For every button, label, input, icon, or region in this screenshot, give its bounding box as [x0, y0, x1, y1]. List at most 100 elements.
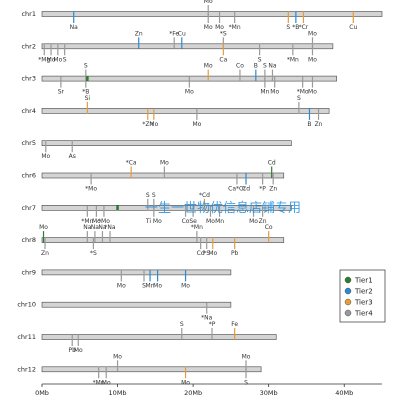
marker-tier4: Mo — [53, 43, 63, 63]
marker-tier4: *Mn — [93, 366, 105, 386]
marker-label: Mo — [192, 121, 201, 128]
marker-tier4: Mo — [206, 205, 215, 225]
chromosome-bar — [41, 301, 232, 308]
marker-tier4: S — [244, 366, 248, 386]
marker-label: Na — [83, 224, 91, 231]
marker-label: Mo — [160, 160, 169, 167]
marker-label: Cu — [178, 30, 186, 37]
marker-tier4: Mo — [160, 160, 169, 178]
marker-label: Mo — [153, 282, 162, 289]
x-axis-tick-label: 20Mb — [184, 389, 202, 397]
marker-tier4: Se — [189, 205, 197, 225]
marker-tier3: Mo — [181, 366, 190, 386]
marker-label: *Mn — [93, 379, 105, 386]
chromosome-label: chr12 — [17, 365, 36, 373]
marker-label: Mn — [215, 218, 224, 225]
marker-label: Co — [182, 218, 190, 225]
marker-tier4: S — [180, 321, 184, 340]
marker-label: Na — [98, 224, 106, 231]
marker-tier3: Fe — [231, 321, 238, 340]
marker-label: S — [297, 95, 301, 102]
marker-label: *Na — [201, 315, 212, 322]
marker-label: *Cr — [299, 24, 309, 31]
marker-label: Cd — [268, 160, 276, 167]
marker-label: Mo — [308, 89, 317, 96]
marker-band — [86, 76, 89, 82]
marker-tier4: *P — [259, 173, 266, 193]
marker-label: Cu — [349, 24, 357, 31]
marker-tier4: Mo — [204, 11, 213, 31]
x-axis: 0Mb 10Mb 20Mb 30Mb 40Mb — [35, 383, 382, 397]
marker-tier4: Na — [83, 224, 92, 243]
chromosome-bar — [41, 237, 285, 243]
marker-tier3: Co — [265, 224, 273, 243]
marker-label: Mo — [181, 282, 190, 289]
marker-label: Zn — [259, 218, 267, 225]
marker-tier2: Cd — [242, 173, 250, 193]
marker-label: *Mn — [191, 224, 203, 231]
marker-label: Mn — [260, 89, 269, 96]
marker-tier3: S — [286, 11, 290, 31]
marker-tier1 — [116, 205, 119, 211]
marker-tier4: Mo — [249, 205, 258, 225]
marker-tier2: Mo — [181, 269, 190, 289]
marker-tier3: Mo — [149, 108, 159, 128]
marker-label: S — [84, 63, 88, 70]
marker-label: S — [244, 379, 248, 386]
marker-tier3: *Ca — [126, 160, 137, 178]
marker-label: Pb — [69, 347, 77, 354]
marker-tier4: Zn — [259, 205, 267, 225]
marker-tier4: *S — [90, 237, 97, 257]
marker-tier4: Mo — [308, 43, 317, 63]
marker-label: Mo — [204, 24, 213, 31]
marker-label: Sr — [58, 89, 65, 96]
x-axis-tick-label: 30Mb — [260, 389, 278, 397]
marker-label: Mo — [181, 379, 190, 386]
marker-tier2: Na — [70, 11, 78, 31]
marker-label: S — [258, 56, 262, 63]
marker-label: Mo — [47, 56, 56, 63]
marker-tier3: Cu — [349, 11, 357, 31]
marker-label: Pb — [231, 250, 239, 257]
marker-tier4: Mo — [192, 108, 202, 128]
marker-label: *Ca — [126, 160, 137, 167]
marker-label: Mo — [113, 353, 122, 360]
marker-label: Mo — [204, 0, 213, 5]
marker-label: *B — [82, 89, 89, 96]
marker-label: Mo — [208, 250, 217, 257]
chromosome-bar — [41, 334, 277, 340]
chromosome-chr10: chr10 *Na — [17, 301, 232, 322]
legend-swatch — [344, 309, 352, 317]
marker-tier4: *Mn — [229, 11, 241, 31]
chromosome-bar — [41, 366, 262, 373]
marker-band — [116, 205, 119, 211]
marker-label: S — [152, 192, 156, 199]
marker-label: Mo — [215, 24, 224, 31]
marker-label: *Mo — [98, 218, 110, 225]
marker-label: *Mg — [38, 56, 50, 63]
chromosome-bar — [41, 172, 285, 179]
x-axis-tick-label: 0Mb — [35, 389, 49, 397]
legend-label: Tier2 — [354, 288, 373, 296]
chromosome-bar — [41, 205, 292, 211]
marker-label: Mo — [308, 56, 317, 63]
marker-label: *Na — [104, 224, 115, 231]
marker-tier4: Pb — [69, 334, 77, 354]
marker-label: S — [63, 56, 67, 63]
chromosome-label: chr2 — [21, 42, 36, 50]
marker-tier4: Na — [268, 63, 277, 82]
marker-tier2: *B — [292, 11, 299, 31]
legend-label: Tier1 — [354, 277, 373, 285]
marker-tier3: Si — [85, 95, 90, 114]
marker-tier4: Co — [236, 63, 244, 82]
marker-label: Mo — [92, 218, 101, 225]
marker-tier4: Zn — [269, 173, 277, 193]
chromosome-bar — [41, 43, 334, 50]
legend-swatch — [344, 298, 352, 306]
marker-tier4: *Na — [201, 302, 213, 322]
marker-tier4: *P — [209, 321, 216, 340]
marker-tier4: Mo — [41, 140, 51, 160]
